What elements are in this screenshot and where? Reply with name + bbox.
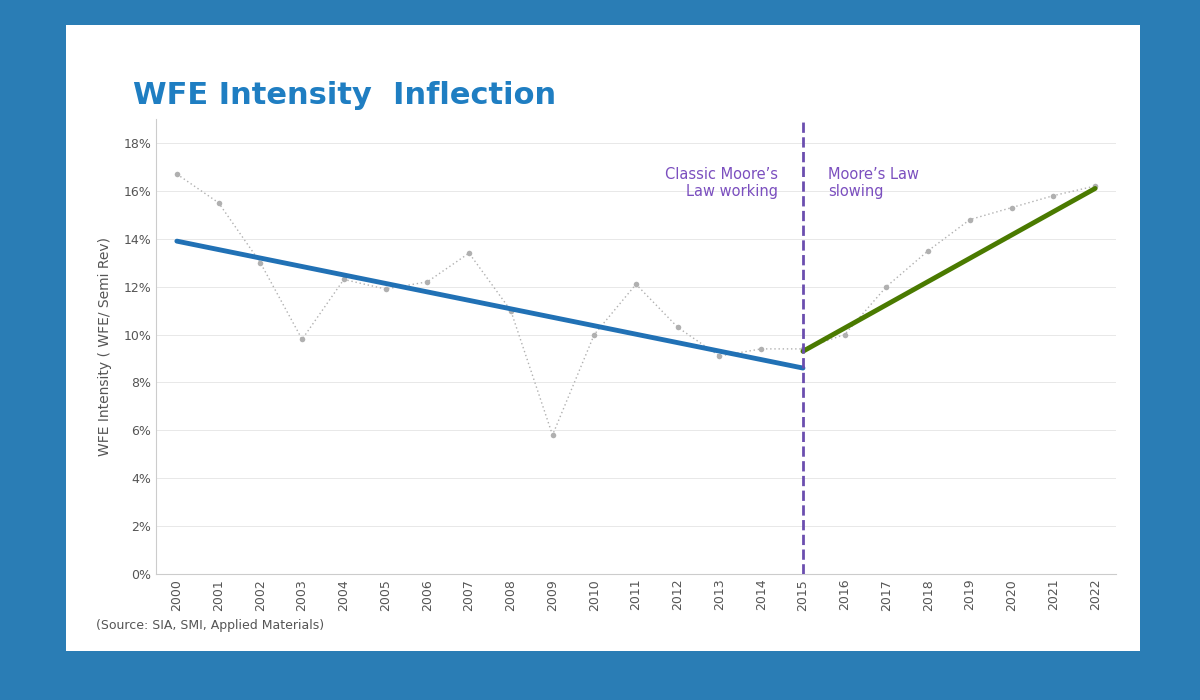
Text: WFE Intensity  Inflection: WFE Intensity Inflection — [132, 81, 556, 110]
Text: Moore’s Law
slowing: Moore’s Law slowing — [828, 167, 919, 200]
Y-axis label: WFE Intensity ( WFE/ Semi Rev): WFE Intensity ( WFE/ Semi Rev) — [98, 237, 112, 456]
Text: (Source: SIA, SMI, Applied Materials): (Source: SIA, SMI, Applied Materials) — [96, 620, 324, 632]
Text: Classic Moore’s
Law working: Classic Moore’s Law working — [665, 167, 778, 200]
